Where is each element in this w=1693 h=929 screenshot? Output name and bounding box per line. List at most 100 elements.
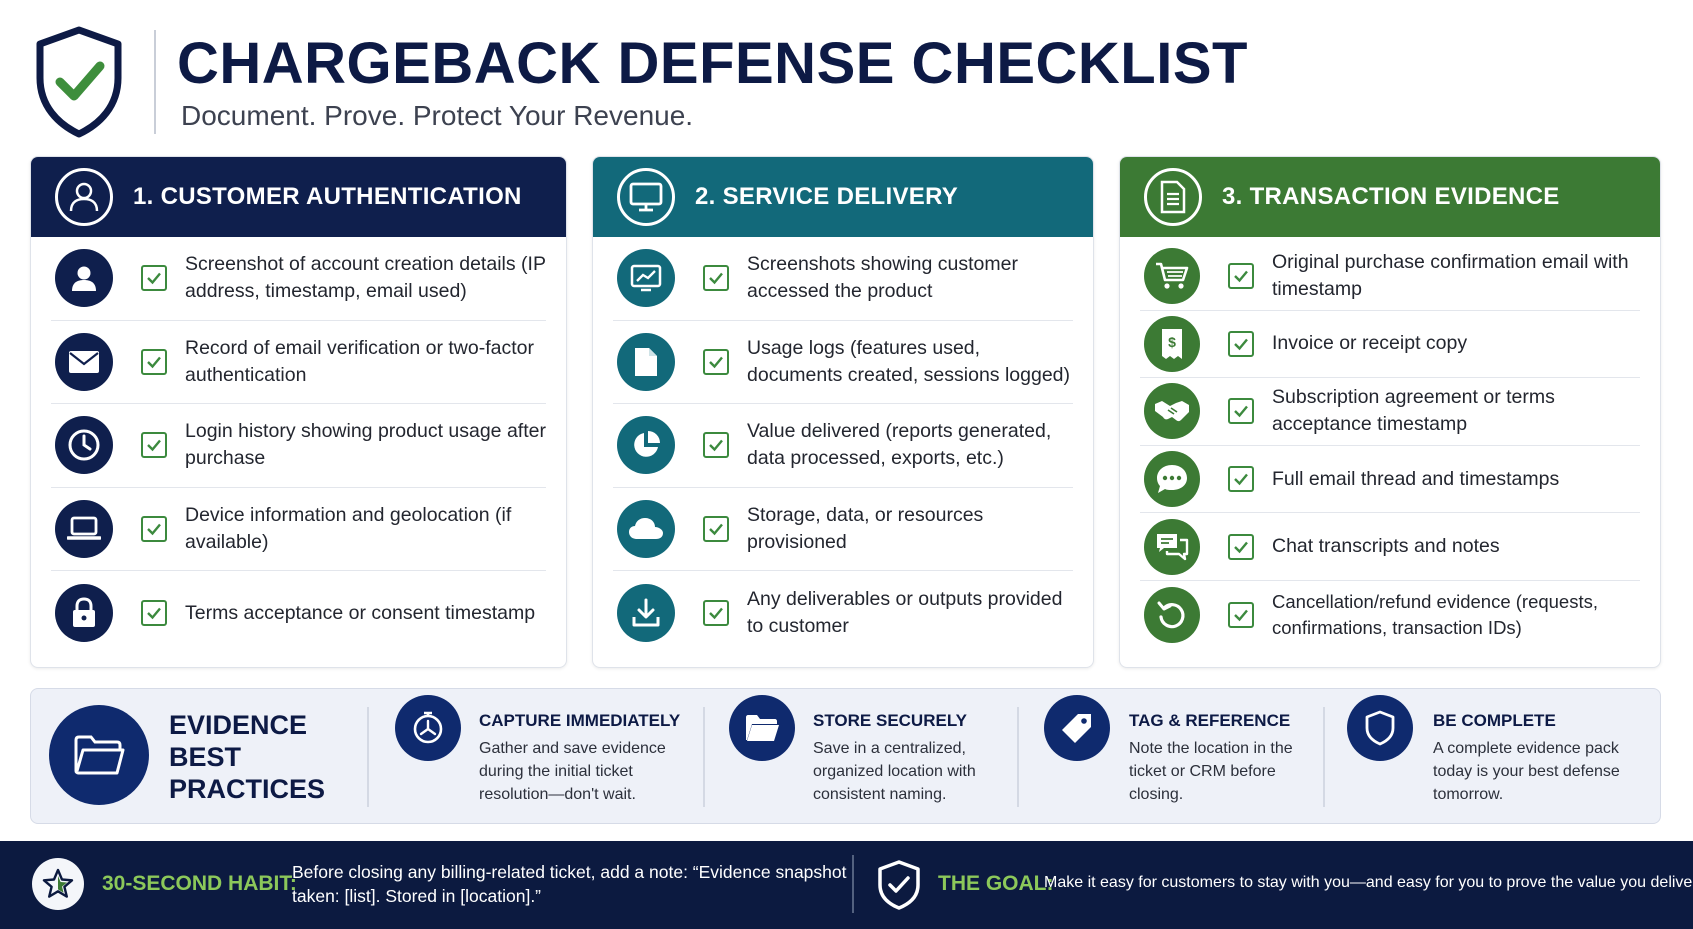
checkbox-icon[interactable]: [1228, 263, 1254, 290]
checklist-item: $ Invoice or receipt copy: [1140, 311, 1640, 379]
section-customer-authentication: 1. CUSTOMER AUTHENTICATION Screenshot of…: [30, 156, 567, 668]
checkbox-icon[interactable]: [703, 348, 729, 375]
habit-text: Before closing any billing-related ticke…: [292, 862, 847, 906]
checkbox-icon[interactable]: [1228, 330, 1254, 357]
receipt-doc-icon: [1144, 168, 1202, 226]
practice-body: Save in a centralized, organized locatio…: [813, 740, 976, 803]
checkbox-icon[interactable]: [1228, 466, 1254, 493]
habit-label: 30-SECOND HABIT:: [102, 872, 297, 895]
checklist-item-text: Device information and geolocation (if a…: [185, 504, 512, 554]
checklist-item-text: Invoice or receipt copy: [1272, 332, 1468, 355]
tag-icon: [1044, 695, 1110, 761]
checklist-item: Any deliverables or outputs provided to …: [613, 571, 1073, 655]
checklist-item-text: Subscription agreement or terms acceptan…: [1272, 386, 1555, 436]
divider: [1017, 707, 1019, 807]
svg-text:$: $: [1168, 334, 1176, 350]
section-header: 3. TRANSACTION EVIDENCE: [1120, 157, 1660, 237]
divider: [1323, 707, 1325, 807]
footer-bar: 30-SECOND HABIT: Before closing any bill…: [0, 841, 1693, 929]
handshake-icon: [1144, 383, 1200, 440]
divider: [703, 707, 705, 807]
checkbox-icon[interactable]: [141, 432, 167, 459]
checkbox-icon[interactable]: [1228, 398, 1254, 425]
clock-icon: [55, 416, 113, 475]
checklist-item-text: Login history showing product usage afte…: [185, 420, 546, 470]
checklist-item-text: Record of email verification or two-fact…: [185, 336, 534, 386]
checklist-item-text: Usage logs (features used, documents cre…: [747, 336, 1071, 386]
person-icon: [55, 249, 113, 308]
shield-icon: [1347, 695, 1413, 761]
checklist-item: Screenshots showing customer accessed th…: [613, 237, 1073, 321]
checklist-item: Value delivered (reports generated, data…: [613, 404, 1073, 488]
checkbox-icon[interactable]: [1228, 601, 1254, 628]
shield-check-logo-icon: [36, 26, 122, 138]
checklist-item: Login history showing product usage afte…: [51, 404, 546, 488]
checklist-item: Usage logs (features used, documents cre…: [613, 321, 1073, 405]
checkbox-icon[interactable]: [703, 432, 729, 459]
checklist-item-text: Screenshots showing customer accessed th…: [747, 253, 1018, 303]
goal-label: THE GOAL:: [938, 872, 1054, 895]
checklist-item: Device information and geolocation (if a…: [51, 488, 546, 572]
folder-icon: [49, 705, 149, 805]
section-title: 3. TRANSACTION EVIDENCE: [1222, 183, 1560, 210]
shield-check-icon: [878, 860, 920, 910]
folder-icon: [729, 695, 795, 761]
star-icon: [32, 858, 84, 910]
checklist-item: Subscription agreement or terms acceptan…: [1140, 378, 1640, 446]
checklist-item-text: Any deliverables or outputs provided to …: [747, 588, 1063, 638]
checklist-item-text: Screenshot of account creation details (…: [185, 253, 546, 303]
divider: [367, 707, 369, 807]
section-header: 2. SERVICE DELIVERY: [593, 157, 1093, 237]
section-transaction-evidence: 3. TRANSACTION EVIDENCE Original purchas…: [1119, 156, 1661, 668]
cloud-icon: [617, 500, 675, 559]
chat-bubble-icon: [1144, 451, 1200, 508]
practice-tag: TAG & REFERENCE Note the location in the…: [1129, 711, 1317, 806]
practice-body: A complete evidence pack today is your b…: [1433, 740, 1620, 803]
checklist-item-text: Terms acceptance or consent timestamp: [185, 601, 536, 624]
checklist-item-text: Value delivered (reports generated, data…: [747, 420, 1052, 470]
section-title: 1. CUSTOMER AUTHENTICATION: [133, 183, 522, 210]
practice-body: Gather and save evidence during the init…: [479, 740, 666, 803]
checklist-item: Chat transcripts and notes: [1140, 513, 1640, 581]
checklist-item-text: Cancellation/refund evidence (requests, …: [1272, 590, 1598, 638]
checklist-item: Full email thread and timestamps: [1140, 446, 1640, 514]
envelope-icon: [55, 332, 113, 391]
refund-icon: [1144, 586, 1200, 643]
practice-complete: BE COMPLETE A complete evidence pack tod…: [1433, 711, 1643, 806]
divider: [852, 855, 854, 913]
goal-text: Make it easy for customers to stay with …: [1044, 874, 1693, 891]
checkbox-icon[interactable]: [703, 516, 729, 543]
checklist-item: Storage, data, or resources provisioned: [613, 488, 1073, 572]
practice-heading: TAG & REFERENCE: [1129, 711, 1291, 730]
laptop-icon: [55, 500, 113, 559]
checkbox-icon[interactable]: [141, 348, 167, 375]
page-title: CHARGEBACK DEFENSE CHECKLIST: [177, 31, 1248, 96]
pie-chart-icon: [617, 416, 675, 475]
checkbox-icon[interactable]: [141, 516, 167, 543]
checklist-item: Screenshot of account creation details (…: [51, 237, 546, 321]
lock-icon: [55, 584, 113, 643]
chart-screen-icon: [617, 249, 675, 308]
practice-heading: CAPTURE IMMEDIATELY: [479, 711, 681, 730]
section-header: 1. CUSTOMER AUTHENTICATION: [31, 157, 566, 237]
practice-store: STORE SECURELY Save in a centralized, or…: [813, 711, 1003, 806]
invoice-icon: $: [1144, 315, 1200, 372]
checkbox-icon[interactable]: [141, 600, 167, 627]
user-icon: [55, 168, 113, 226]
checklist-item: Terms acceptance or consent timestamp: [51, 571, 546, 655]
download-icon: [617, 584, 675, 643]
checklist-item-text: Chat transcripts and notes: [1272, 535, 1500, 558]
checkbox-icon[interactable]: [1228, 533, 1254, 560]
checklist-item-text: Original purchase confirmation email wit…: [1272, 251, 1629, 301]
checklist-item: Record of email verification or two-fact…: [51, 321, 546, 405]
checkbox-icon[interactable]: [703, 600, 729, 627]
checklist-item-text: Storage, data, or resources provisioned: [747, 504, 984, 554]
header-divider: [154, 30, 156, 134]
checkbox-icon[interactable]: [703, 265, 729, 292]
practice-heading: STORE SECURELY: [813, 711, 967, 730]
section-service-delivery: 2. SERVICE DELIVERY Screenshots showing …: [592, 156, 1094, 668]
checkbox-icon[interactable]: [141, 265, 167, 292]
monitor-icon: [617, 168, 675, 226]
practice-capture: CAPTURE IMMEDIATELY Gather and save evid…: [479, 711, 681, 806]
stopwatch-icon: [395, 695, 461, 761]
